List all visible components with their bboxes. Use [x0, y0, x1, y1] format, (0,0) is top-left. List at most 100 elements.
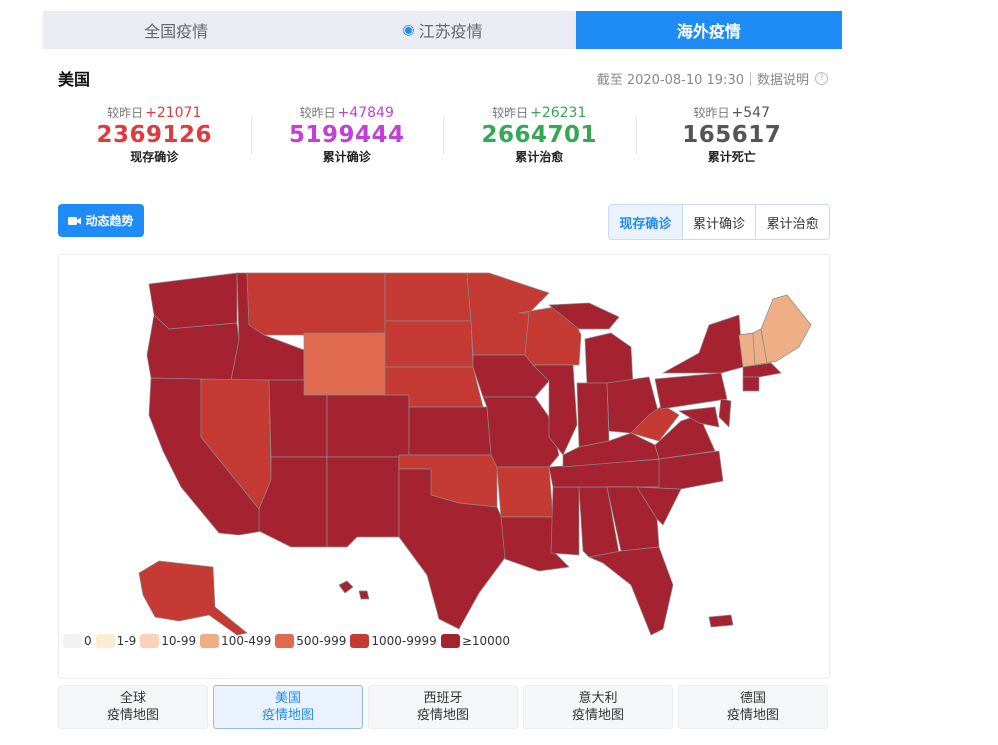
state-new-york — [662, 314, 744, 374]
legend-item: ≥10000 — [440, 634, 511, 648]
delta-prefix: 较昨日 — [492, 106, 529, 120]
stat-value: 5199444 — [288, 122, 405, 148]
legend-item: 10-99 — [140, 634, 196, 648]
legend-swatch — [440, 634, 460, 648]
state-montana — [246, 272, 386, 336]
legend-item: 1-9 — [95, 634, 137, 648]
map-tab-title: 美国 — [274, 691, 301, 706]
legend-label: 100-499 — [221, 634, 272, 648]
legend-item: 0 — [63, 634, 92, 648]
state-massachusetts — [742, 362, 782, 378]
tab-national[interactable]: 全国疫情 — [43, 11, 309, 49]
legend-label: 1-9 — [116, 634, 137, 648]
state-arkansas — [496, 466, 554, 518]
data-note-link[interactable]: 数据说明 — [756, 73, 809, 88]
country-title: 美国 — [58, 70, 91, 89]
video-camera-icon — [68, 216, 82, 225]
legend-swatch — [63, 634, 82, 648]
metric-toggle: 现存确诊 累计确诊 累计治愈 — [608, 204, 830, 240]
map-tab-usa[interactable]: 美国 疫情地图 — [213, 685, 363, 729]
map-tab-title: 德国 — [739, 691, 766, 706]
update-time: 截至 2020-08-10 19:30 — [596, 73, 744, 88]
map-tab-germany[interactable]: 德国 疫情地图 — [678, 685, 828, 729]
stat-value: 2369126 — [96, 122, 213, 148]
divider — [749, 71, 751, 86]
update-time-bar: 截至 2020-08-10 19:30 数据说明 ? — [597, 69, 828, 88]
metric-total-recovered[interactable]: 累计治愈 — [755, 205, 829, 239]
legend-swatch — [275, 634, 295, 648]
tab-overseas[interactable]: 海外疫情 — [575, 11, 842, 49]
state-hawaii — [338, 580, 370, 600]
stat-total-recovered: 较昨日 +26231 2664701 累计治愈 — [443, 104, 636, 165]
legend-label: 1000-9999 — [371, 634, 437, 648]
map-selector: 全球 疫情地图 美国 疫情地图 西班牙 疫情地图 意大利 疫情地图 德国 疫情地图 — [58, 685, 828, 729]
state-kentucky — [562, 432, 660, 468]
location-pin-icon: ◉ — [402, 22, 415, 38]
stat-total-confirmed: 较昨日 +47849 5199444 累计确诊 — [250, 104, 444, 165]
stat-total-deaths: 较昨日 +547 165617 累计死亡 — [635, 104, 829, 165]
state-colorado — [326, 394, 410, 458]
stat-delta: +547 — [731, 105, 770, 121]
us-choropleth-map[interactable] — [59, 255, 829, 678]
state-georgia — [606, 486, 660, 552]
stat-name: 累计确诊 — [322, 150, 371, 164]
state-virginia — [654, 414, 716, 460]
stat-name: 累计死亡 — [707, 150, 756, 164]
map-tab-spain[interactable]: 西班牙 疫情地图 — [368, 685, 518, 729]
state-florida — [588, 546, 674, 636]
state-wyoming — [303, 332, 386, 396]
state-mississippi — [550, 486, 580, 556]
legend-label: 0 — [84, 634, 92, 648]
state-maine — [760, 294, 812, 364]
tab-jiangsu-label: 江苏疫情 — [418, 22, 483, 41]
map-legend: 0 1-9 10-99 100-499 500-999 1000-9999 ≥1… — [63, 634, 514, 648]
legend-swatch — [95, 634, 115, 648]
stat-value: 165617 — [682, 122, 782, 148]
map-tab-subtitle: 疫情地图 — [571, 708, 624, 723]
state-pennsylvania — [654, 372, 728, 410]
metric-current-confirmed[interactable]: 现存确诊 — [609, 205, 682, 239]
legend-item: 500-999 — [275, 634, 346, 648]
metric-total-confirmed[interactable]: 累计确诊 — [681, 205, 756, 239]
state-connecticut — [742, 376, 760, 392]
legend-swatch — [350, 634, 370, 648]
tab-national-label: 全国疫情 — [144, 22, 209, 41]
map-tab-italy[interactable]: 意大利 疫情地图 — [523, 685, 673, 729]
state-north-carolina — [636, 450, 724, 490]
help-icon[interactable]: ? — [815, 72, 828, 85]
trend-button-label: 动态趋势 — [85, 214, 134, 228]
map-tab-global[interactable]: 全球 疫情地图 — [58, 685, 208, 729]
map-tab-subtitle: 疫情地图 — [106, 708, 159, 723]
territory-puerto-rico — [708, 614, 734, 628]
legend-swatch — [140, 634, 160, 648]
trend-button[interactable]: 动态趋势 — [58, 204, 144, 237]
map-tab-subtitle: 疫情地图 — [726, 708, 779, 723]
stats-row: 较昨日 +21071 2369126 现存确诊 较昨日 +47849 5199444… — [58, 104, 828, 165]
stat-delta: +26231 — [530, 105, 587, 121]
delta-prefix: 较昨日 — [299, 106, 336, 120]
legend-label: ≥10000 — [461, 634, 511, 648]
tab-jiangsu[interactable]: ◉ 江苏疫情 — [309, 11, 575, 49]
stat-delta: +21071 — [145, 105, 202, 121]
legend-label: 500-999 — [296, 634, 347, 648]
delta-prefix: 较昨日 — [693, 106, 730, 120]
state-michigan — [548, 302, 634, 386]
state-indiana — [576, 382, 610, 448]
us-map-panel: 0 1-9 10-99 100-499 500-999 1000-9999 ≥1… — [58, 254, 830, 679]
state-alaska — [138, 560, 248, 636]
stat-current-confirmed: 较昨日 +21071 2369126 现存确诊 — [58, 104, 251, 165]
legend-swatch — [200, 634, 220, 648]
legend-label: 10-99 — [161, 634, 197, 648]
stat-value: 2664701 — [481, 122, 598, 148]
state-kansas — [408, 406, 492, 456]
delta-prefix: 较昨日 — [107, 106, 144, 120]
legend-item: 100-499 — [200, 634, 271, 648]
stat-name: 现存确诊 — [130, 150, 179, 164]
map-tab-subtitle: 疫情地图 — [416, 708, 469, 723]
region-tabs: 全国疫情 ◉ 江苏疫情 海外疫情 — [43, 11, 842, 49]
state-missouri — [482, 396, 560, 468]
state-new-jersey — [718, 398, 732, 428]
state-west-virginia — [630, 404, 680, 442]
map-tab-title: 意大利 — [578, 691, 618, 706]
state-maryland — [678, 406, 720, 428]
